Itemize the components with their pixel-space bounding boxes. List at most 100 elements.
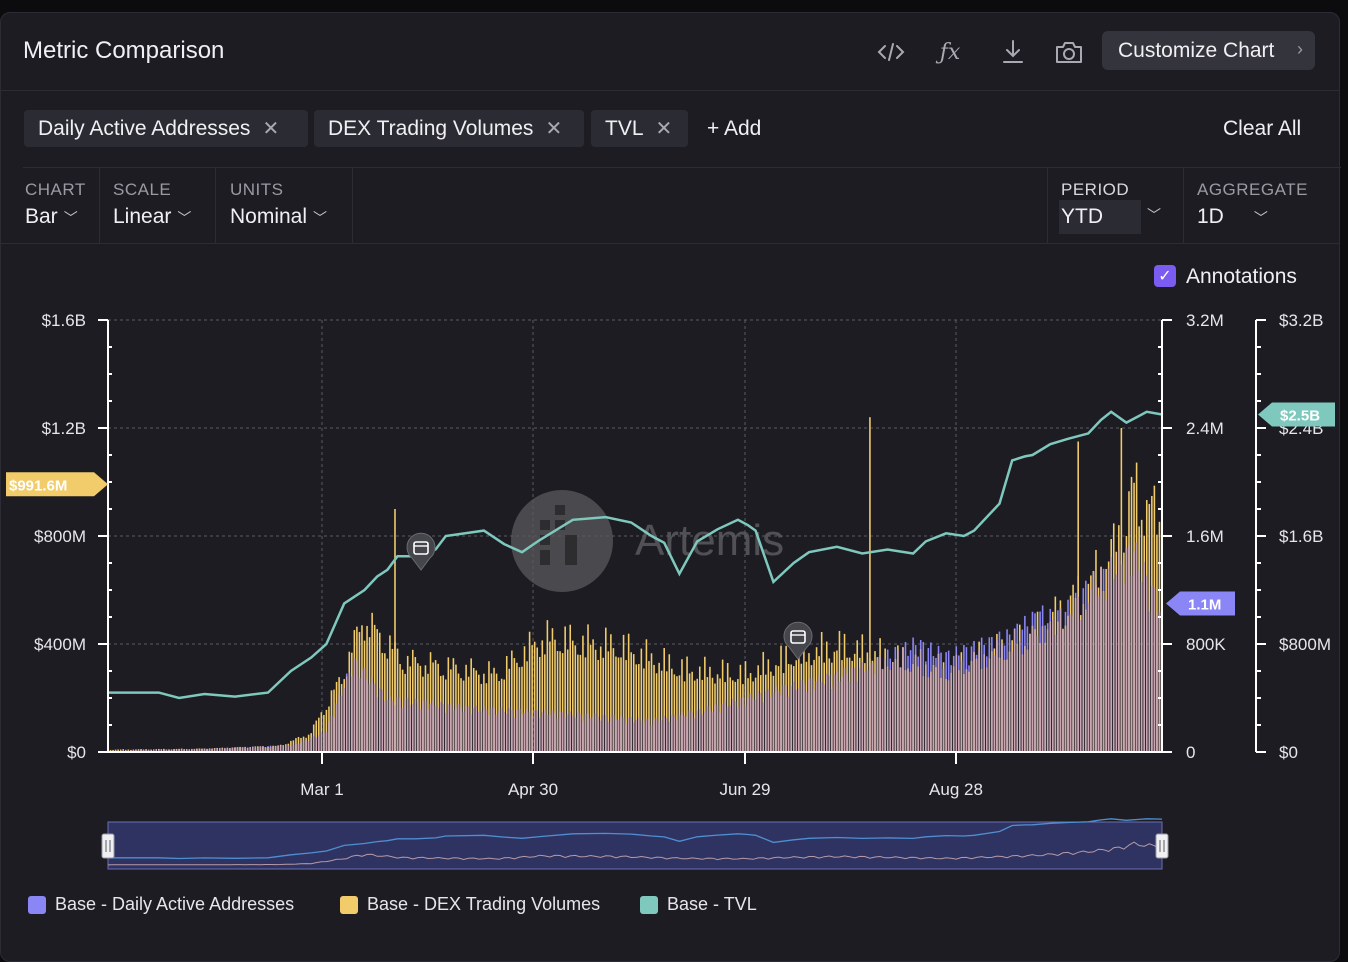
overlap-bar: [290, 746, 292, 752]
overlap-bar: [163, 749, 165, 752]
checkbox-checked-icon[interactable]: ✓: [1154, 265, 1176, 287]
overlap-bar: [1077, 596, 1079, 752]
dex-volume-bar: [389, 635, 391, 752]
overlap-bar: [544, 709, 546, 752]
overlap-bar: [429, 704, 432, 752]
overlap-bar: [1029, 633, 1031, 752]
overlap-bar: [602, 714, 605, 752]
overlap-bar: [206, 749, 208, 752]
dex-volume-bar: [663, 648, 665, 752]
overlap-bar: [716, 704, 719, 752]
overlap-bar: [927, 677, 930, 752]
range-navigator[interactable]: [101, 818, 1169, 870]
overlap-bar: [1085, 609, 1087, 752]
overlap-bar: [610, 717, 612, 752]
overlap-bar: [419, 708, 422, 752]
add-metric-button[interactable]: + Add: [707, 117, 762, 140]
dex-volume-bar: [660, 670, 663, 752]
dex-volume-bar: [678, 675, 681, 752]
dex-volume-bar: [523, 646, 526, 752]
period-value-box[interactable]: YTD: [1059, 200, 1141, 234]
watermark-mark-icon: [540, 505, 577, 565]
overlap-bar: [1102, 590, 1105, 752]
annotations-label: Annotations: [1186, 265, 1297, 288]
overlap-bar: [251, 747, 254, 752]
code-icon[interactable]: [876, 37, 906, 67]
close-icon[interactable]: ✕: [545, 118, 563, 140]
overlap-bar: [457, 703, 460, 752]
dex-volume-bar: [607, 651, 610, 752]
overlap-bar: [211, 748, 213, 752]
close-icon[interactable]: ✕: [262, 118, 280, 140]
overlap-bar: [592, 717, 594, 752]
overlap-bar: [919, 649, 922, 752]
overlap-bar: [724, 701, 726, 752]
overlap-bar: [759, 692, 762, 752]
dex-volume-bar: [673, 674, 676, 752]
overlap-bar: [640, 720, 643, 752]
legend-item-dex[interactable]: Base - DEX Trading Volumes: [340, 894, 600, 915]
x-axis-tick-label: Jun 29: [719, 780, 770, 799]
overlap-bar: [754, 699, 757, 752]
overlap-bar: [983, 654, 986, 752]
overlap-bar: [686, 716, 688, 752]
overlap-bar: [399, 698, 401, 752]
chart-type-select[interactable]: CHART Bar ﹀: [1, 168, 100, 244]
overlap-bar: [612, 714, 615, 752]
overlap-bar: [1062, 630, 1064, 752]
overlap-bar: [485, 709, 488, 752]
customize-chart-button[interactable]: Customize Chart ›: [1102, 31, 1315, 70]
overlap-bar: [965, 669, 968, 752]
units-select[interactable]: UNITS Nominal ﹀: [216, 168, 353, 244]
dex-volume-bar: [665, 671, 668, 752]
chevron-down-icon[interactable]: ﹀: [1147, 207, 1161, 223]
overlap-bar: [622, 717, 625, 752]
overlap-bar: [737, 707, 739, 752]
overlap-bar: [1052, 619, 1054, 752]
scale-select[interactable]: SCALE Linear ﹀: [100, 168, 216, 244]
overlap-bar: [445, 712, 447, 752]
dex-last-value-tag: [6, 472, 108, 497]
close-icon[interactable]: ✕: [655, 118, 673, 140]
overlap-bar: [914, 654, 917, 752]
clear-all-button[interactable]: Clear All: [1223, 117, 1302, 140]
metric-chip-daily-active-addresses[interactable]: Daily Active Addresses ✕: [24, 110, 308, 147]
dex-volume-bar: [411, 649, 414, 752]
camera-icon[interactable]: [1054, 37, 1084, 67]
overlap-bar: [368, 684, 371, 752]
overlap-bar: [671, 715, 673, 752]
overlap-bar: [208, 748, 211, 752]
dex-volume-bar: [505, 655, 508, 752]
overlap-bar: [264, 747, 267, 752]
legend-item-tvl[interactable]: Base - TVL: [640, 894, 757, 915]
navigator-handle: [101, 833, 115, 859]
overlap-bar: [599, 720, 602, 752]
overlap-bar: [495, 714, 498, 752]
metric-chip-tvl[interactable]: TVL ✕: [591, 110, 688, 147]
download-icon[interactable]: [998, 37, 1028, 67]
overlap-bar: [663, 715, 665, 752]
overlap-bar: [942, 668, 945, 752]
overlap-bar: [505, 713, 508, 752]
overlap-bar: [1133, 551, 1135, 752]
aggregate-select[interactable]: AGGREGATE 1D ﹀: [1184, 168, 1341, 244]
overlap-bar: [1064, 625, 1067, 752]
overlap-bar: [175, 749, 178, 752]
overlap-bar: [1057, 621, 1059, 752]
period-value: YTD: [1061, 205, 1103, 228]
overlap-bar: [726, 706, 729, 752]
legend-item-daa[interactable]: Base - Daily Active Addresses: [28, 894, 294, 915]
overlap-bar: [302, 740, 305, 752]
function-icon[interactable]: ƒx: [939, 39, 961, 65]
metric-chip-dex-trading-volumes[interactable]: DEX Trading Volumes ✕: [314, 110, 584, 147]
period-select[interactable]: PERIOD: [1047, 168, 1184, 244]
overlap-bar: [643, 722, 645, 752]
overlap-bar: [523, 712, 526, 752]
overlap-bar: [584, 714, 587, 752]
overlap-bar: [188, 749, 191, 752]
dex-volume-bar: [615, 656, 617, 752]
overlap-bar: [836, 670, 838, 752]
overlap-bar: [744, 704, 747, 752]
overlap-bar: [185, 749, 188, 752]
left-axis-tick-label: $0: [67, 743, 86, 762]
